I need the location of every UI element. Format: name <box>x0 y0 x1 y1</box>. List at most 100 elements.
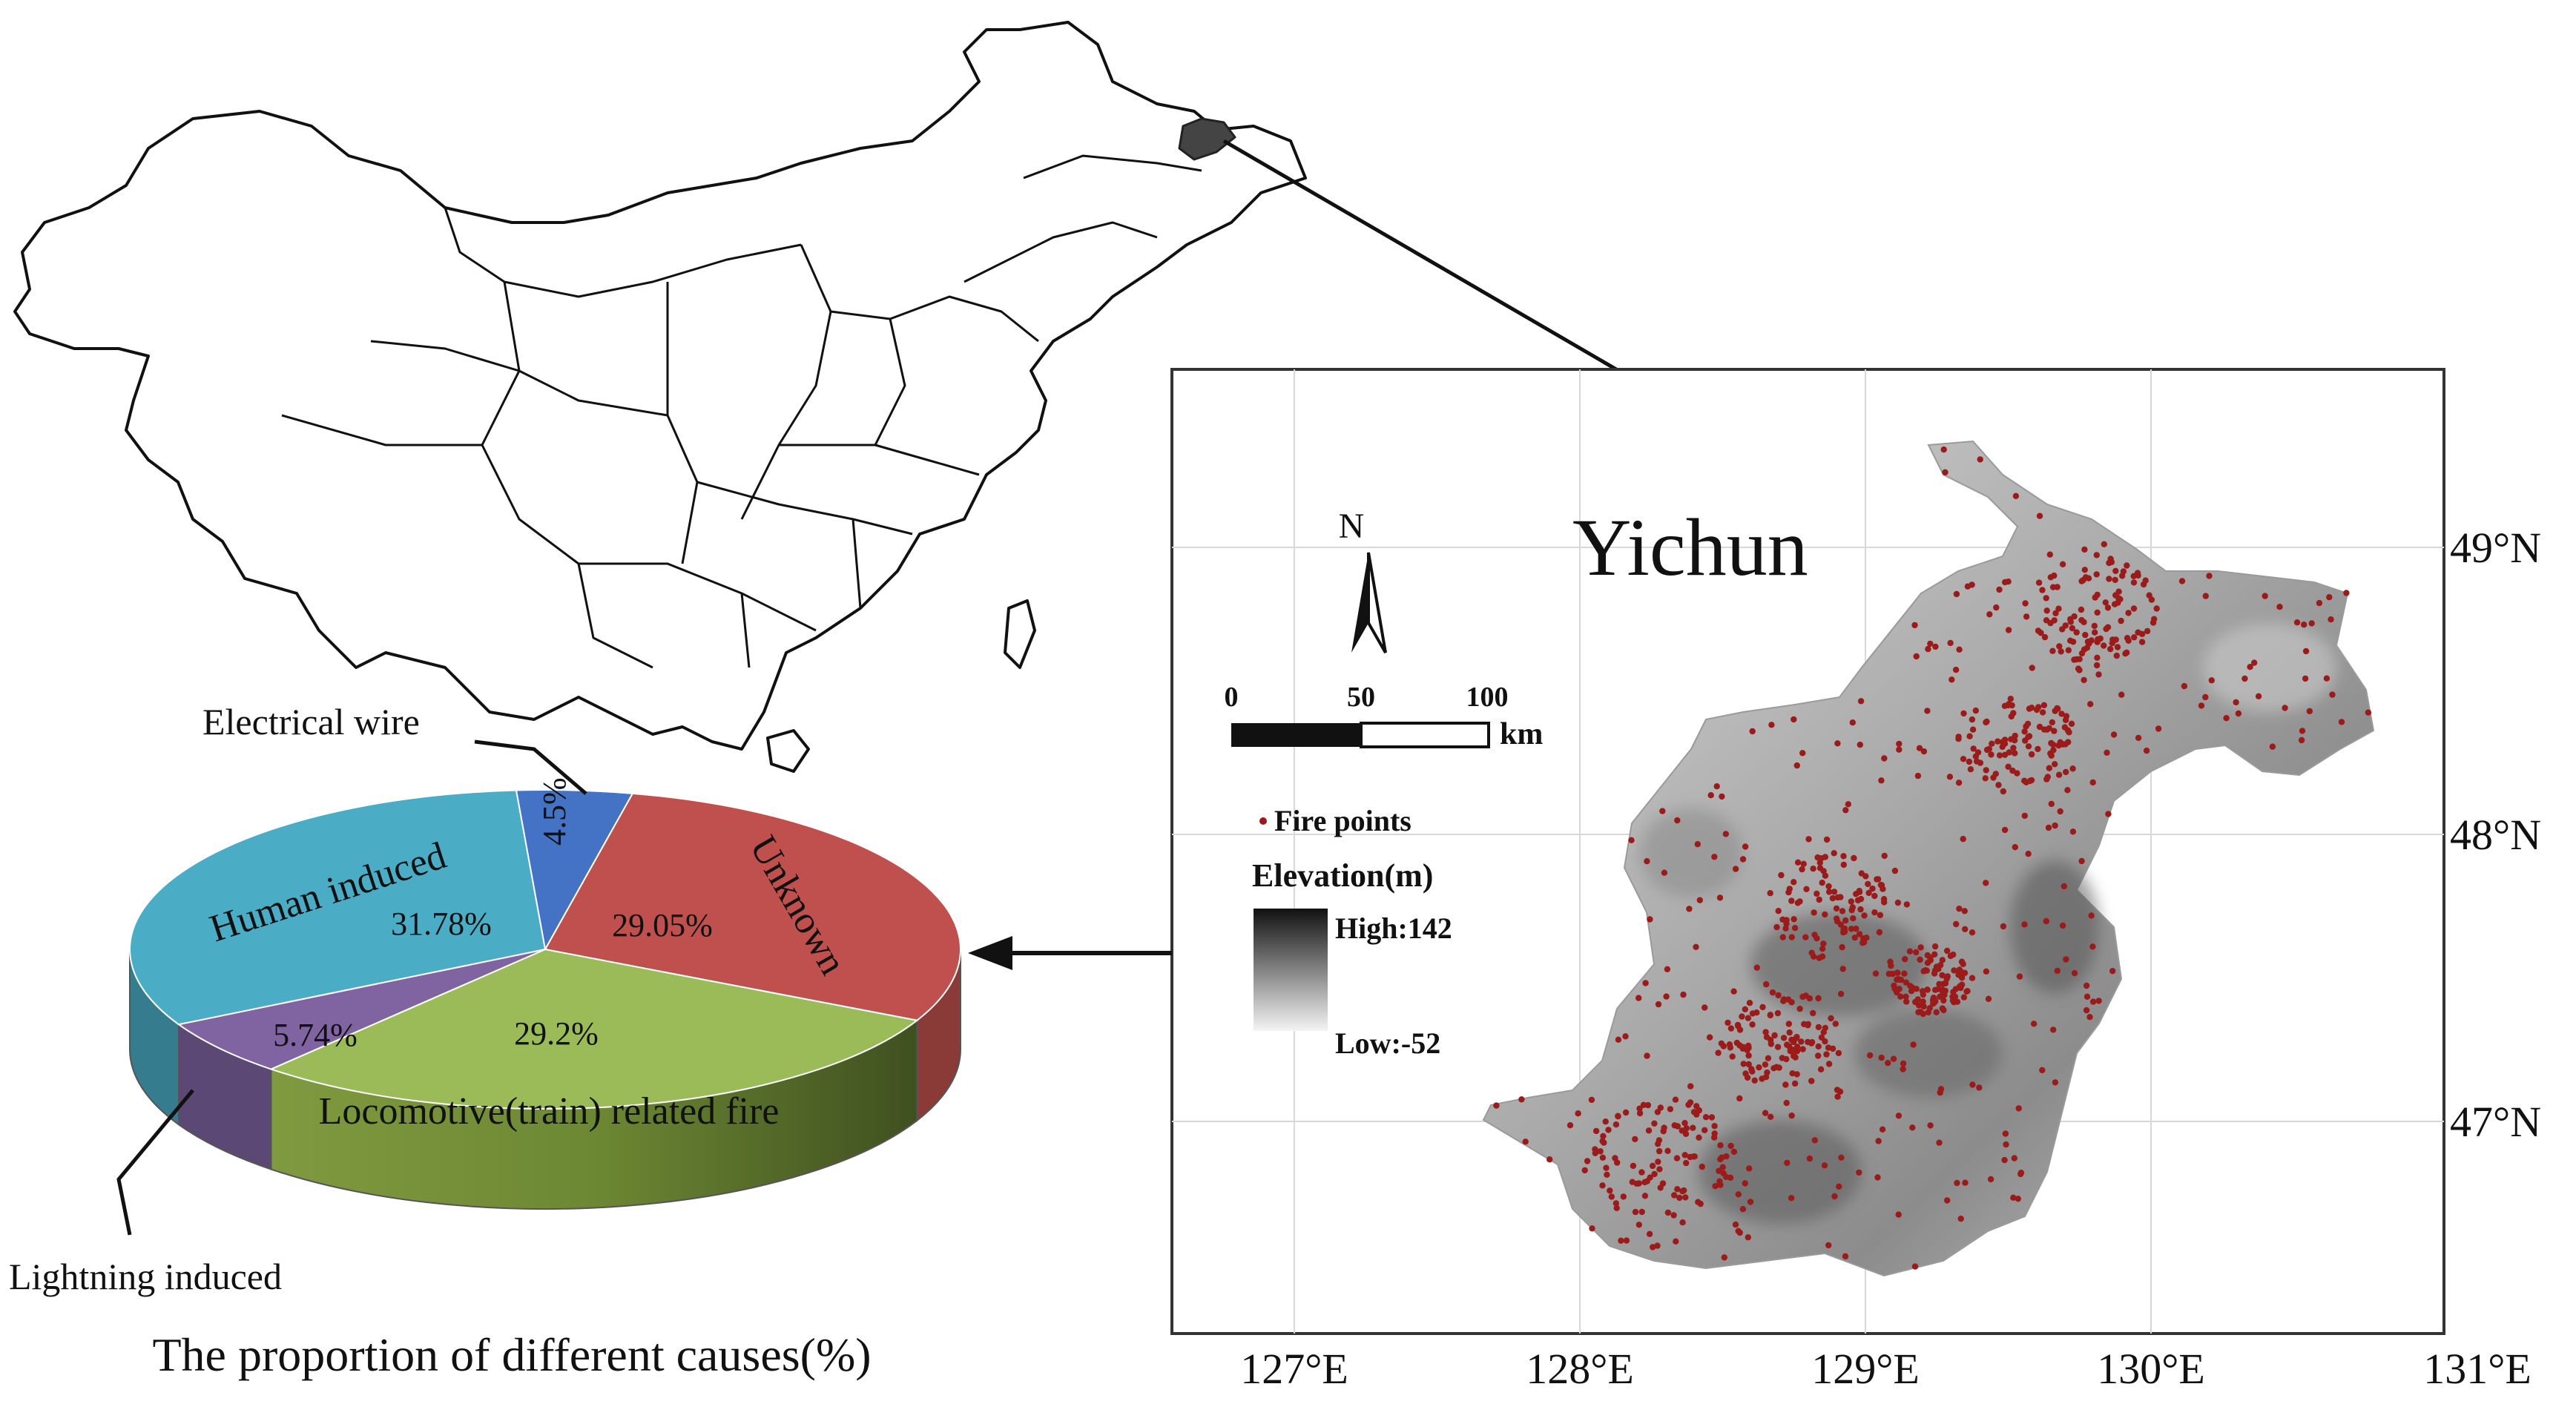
fire-point <box>1791 879 1797 886</box>
fire-point <box>2202 693 2209 701</box>
fire-point <box>2095 671 2102 678</box>
fire-point <box>2025 734 2032 740</box>
fire-point <box>2316 599 2323 607</box>
fire-point <box>1957 1216 1964 1222</box>
fire-point <box>1811 909 1817 916</box>
fire-point <box>1749 1068 1756 1075</box>
fire-point <box>1680 991 1687 998</box>
fire-point <box>1736 1229 1743 1236</box>
fire-point <box>2109 968 2116 975</box>
fire-point <box>1822 1038 1828 1045</box>
fire-point <box>1778 871 1785 879</box>
fire-point <box>1911 1263 1919 1270</box>
fire-point <box>1613 1204 1620 1212</box>
fire-point <box>1913 653 1920 660</box>
fire-point <box>1719 793 1725 800</box>
fire-point <box>1592 1127 1600 1135</box>
fire-point <box>1837 990 1845 998</box>
fire-point <box>1635 1222 1642 1228</box>
fire-point <box>2046 765 2052 771</box>
fire-point <box>2002 579 2009 586</box>
fire-point <box>1894 969 1901 976</box>
fire-point <box>2001 736 2009 743</box>
fire-point <box>1788 999 1795 1006</box>
fire-point <box>2206 573 2213 579</box>
fire-point <box>1942 469 1949 475</box>
pie-slice-unknown <box>544 792 961 1021</box>
fire-point <box>2083 645 2091 651</box>
fire-point <box>1746 1165 1753 1172</box>
fire-point <box>2328 616 2334 623</box>
fire-point <box>1953 920 1960 928</box>
fire-point-symbol <box>1259 817 1267 825</box>
fire-point <box>1888 962 1894 969</box>
fire-point <box>1920 1003 1927 1010</box>
fire-point <box>2088 912 2095 919</box>
fire-point <box>2233 699 2239 706</box>
fire-point <box>1977 456 1983 463</box>
fire-point <box>1963 988 1970 995</box>
fire-point <box>1829 894 1837 902</box>
fire-point <box>1753 964 1760 971</box>
fire-point <box>2143 747 2150 754</box>
fire-point <box>1831 850 1837 857</box>
lon-label-130: 130°E <box>2097 1345 2205 1393</box>
fire-point <box>2041 726 2048 733</box>
fire-point <box>1996 752 2003 759</box>
fire-point <box>1955 736 1962 742</box>
fire-point <box>2144 627 2151 635</box>
fire-point <box>1900 1060 1907 1067</box>
fire-point <box>1834 894 1841 901</box>
fire-point <box>2130 605 2138 612</box>
fire-point <box>1683 1125 1690 1132</box>
fire-point <box>1957 984 1964 992</box>
fire-point <box>2023 779 2029 786</box>
fire-point <box>1628 837 1635 844</box>
fire-point <box>1839 943 1845 951</box>
fire-point <box>1768 722 1775 728</box>
fire-point <box>1644 858 1650 865</box>
fire-point <box>1973 758 1980 765</box>
fire-point <box>1894 976 1900 983</box>
fire-point <box>1897 993 1904 1000</box>
fire-point <box>1638 1208 1645 1216</box>
fire-point <box>1706 1034 1713 1041</box>
fire-point <box>1851 935 1858 941</box>
fire-point <box>1879 1126 1886 1133</box>
taiwan-island <box>1004 599 1036 669</box>
fire-point <box>1664 1209 1672 1216</box>
fire-point <box>1849 719 1856 726</box>
fire-point <box>1702 1004 1708 1011</box>
fire-point <box>2012 750 2018 757</box>
pie-slice-locomotive-train-related-fire <box>269 948 919 1110</box>
fire-point <box>1681 1187 1687 1194</box>
fire-point <box>1891 867 1899 874</box>
pie-slice-electrical-wire <box>515 789 634 952</box>
fire-point <box>1642 980 1649 986</box>
fire-point <box>2001 826 2009 834</box>
fire-point <box>1906 948 1914 955</box>
fire-point <box>2125 637 2132 644</box>
fire-point <box>2058 648 2064 655</box>
fire-point <box>1599 1138 1606 1144</box>
fire-points <box>1493 446 2372 1270</box>
fire-point <box>1950 997 1957 1004</box>
fire-point <box>1794 900 1801 906</box>
fire-point <box>1644 1101 1652 1109</box>
fire-point <box>1988 751 1994 758</box>
fire-point <box>1932 643 1939 650</box>
fire-point <box>1896 740 1903 748</box>
fire-point <box>1745 1042 1752 1049</box>
fire-point <box>1589 1225 1595 1232</box>
fire-point <box>1720 1043 1727 1049</box>
fire-point <box>1989 740 1995 747</box>
fire-point <box>2073 629 2080 636</box>
fire-point <box>1716 1167 1722 1175</box>
fire-point <box>1655 1001 1662 1008</box>
fire-point <box>1982 775 1989 782</box>
fire-point <box>1651 1120 1658 1127</box>
fire-point <box>2087 701 2094 708</box>
fire-point <box>1713 783 1720 790</box>
fire-point <box>1567 1122 1574 1129</box>
fire-point <box>1696 897 1703 903</box>
